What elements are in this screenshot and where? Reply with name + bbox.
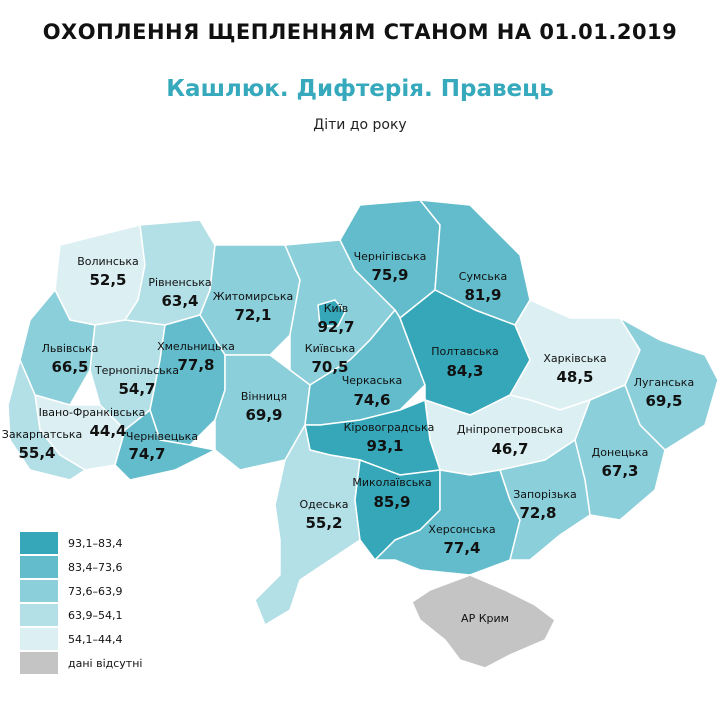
region-name-ternopilska: Тернопільська	[94, 364, 179, 377]
region-value-kharkivska: 48,5	[556, 368, 593, 386]
region-value-poltavska: 84,3	[446, 362, 483, 380]
legend-swatch	[20, 652, 58, 674]
legend-label: 83,4–73,6	[68, 560, 123, 574]
region-value-cherkaska: 74,6	[353, 391, 390, 409]
legend-label: 54,1–44,4	[68, 632, 123, 646]
region-name-chernihivska: Чернігівська	[354, 250, 427, 263]
region-value-kyiv: 92,7	[317, 318, 354, 336]
region-value-donetska: 67,3	[601, 462, 638, 480]
region-name-kyiv: Київ	[324, 302, 349, 315]
region-name-zhytomyrska: Житомирська	[213, 290, 293, 303]
region-value-vinnytska: 69,9	[245, 406, 282, 424]
map-title: ОХОПЛЕННЯ ЩЕПЛЕННЯМ СТАНОМ НА 01.01.2019	[42, 20, 678, 44]
region-value-mykolaivska: 85,9	[373, 493, 410, 511]
region-name-kyivska: Київська	[305, 342, 355, 355]
region-value-lvivska: 66,5	[51, 358, 88, 376]
region-name-kharkivska: Харківська	[543, 352, 606, 365]
region-luhanska[interactable]	[619, 317, 719, 451]
region-value-chernivetska: 74,7	[128, 445, 165, 463]
legend-label: 63,9–54,1	[68, 608, 123, 622]
region-name-zaporizka: Запорізька	[513, 488, 576, 501]
legend-swatch	[20, 580, 58, 602]
legend-item: 83,4–73,6	[20, 555, 142, 579]
region-name-crimea: АР Крим	[461, 612, 509, 625]
legend-label: 73,6–63,9	[68, 584, 123, 598]
region-name-khmelnytska: Хмельницька	[157, 340, 235, 353]
region-name-rivnenska: Рівненська	[148, 276, 211, 289]
region-name-sumska: Сумська	[459, 270, 507, 283]
legend-label: 93,1–83,4	[68, 536, 123, 550]
region-value-odeska: 55,2	[305, 514, 342, 532]
region-name-kirovohradska: Кіровоградська	[344, 421, 435, 434]
legend-item: дані відсутні	[20, 651, 142, 675]
region-kyiv[interactable]	[317, 299, 346, 327]
region-value-kirovohradska: 93,1	[366, 437, 403, 455]
legend-swatch	[20, 604, 58, 626]
region-value-ivano-frankivska: 44,4	[89, 422, 126, 440]
region-zaporizka[interactable]	[499, 439, 591, 561]
region-value-ternopilska: 54,7	[118, 380, 155, 398]
map-subsubtitle: Діти до року	[313, 117, 407, 133]
legend-swatch	[20, 628, 58, 650]
region-chernivetska[interactable]	[114, 409, 216, 481]
region-khmelnytska[interactable]	[149, 314, 226, 446]
region-name-zakarpatska: Закарпатська	[2, 428, 82, 441]
region-name-poltavska: Полтавська	[431, 345, 499, 358]
region-value-khmelnytska: 77,8	[177, 356, 214, 374]
region-name-khersonska: Херсонська	[428, 523, 495, 536]
region-value-khersonska: 77,4	[443, 539, 480, 557]
region-name-dnipropetrovska: Дніпропетровська	[457, 423, 563, 436]
region-value-luhanska: 69,5	[645, 392, 682, 410]
region-zakarpatska[interactable]	[7, 359, 86, 481]
legend-label: дані відсутні	[68, 656, 143, 670]
region-value-dnipropetrovska: 46,7	[491, 440, 528, 458]
region-odeska[interactable]	[254, 424, 361, 626]
region-name-donetska: Донецька	[592, 446, 649, 459]
region-name-volynska: Волинська	[77, 255, 139, 268]
region-value-rivnenska: 63,4	[161, 292, 198, 310]
region-name-odeska: Одеська	[300, 498, 349, 511]
region-name-chernivetska: Чернівецька	[126, 430, 198, 443]
region-value-chernihivska: 75,9	[371, 266, 408, 284]
region-name-cherkaska: Черкаська	[342, 374, 403, 387]
region-name-ivano-frankivska: Івано-Франківська	[39, 406, 146, 419]
legend-swatch	[20, 556, 58, 578]
region-value-volynska: 52,5	[89, 271, 126, 289]
region-name-lvivska: Львівська	[42, 342, 99, 355]
region-value-zaporizka: 72,8	[519, 504, 556, 522]
legend: 93,1–83,4 83,4–73,6 73,6–63,9 63,9–54,1 …	[20, 531, 142, 675]
region-name-luhanska: Луганська	[634, 376, 694, 389]
legend-item: 54,1–44,4	[20, 627, 142, 651]
region-value-zakarpatska: 55,4	[18, 444, 55, 462]
region-value-zhytomyrska: 72,1	[234, 306, 271, 324]
region-value-kyivska: 70,5	[311, 358, 348, 376]
legend-swatch	[20, 532, 58, 554]
region-crimea[interactable]	[411, 574, 556, 669]
legend-item: 63,9–54,1	[20, 603, 142, 627]
region-name-vinnytska: Вінниця	[241, 390, 287, 403]
legend-item: 73,6–63,9	[20, 579, 142, 603]
region-name-mykolaivska: Миколаївська	[352, 476, 431, 489]
map-subtitle: Кашлюк. Дифтерія. Правець	[166, 76, 554, 102]
legend-item: 93,1–83,4	[20, 531, 142, 555]
region-value-sumska: 81,9	[464, 286, 501, 304]
